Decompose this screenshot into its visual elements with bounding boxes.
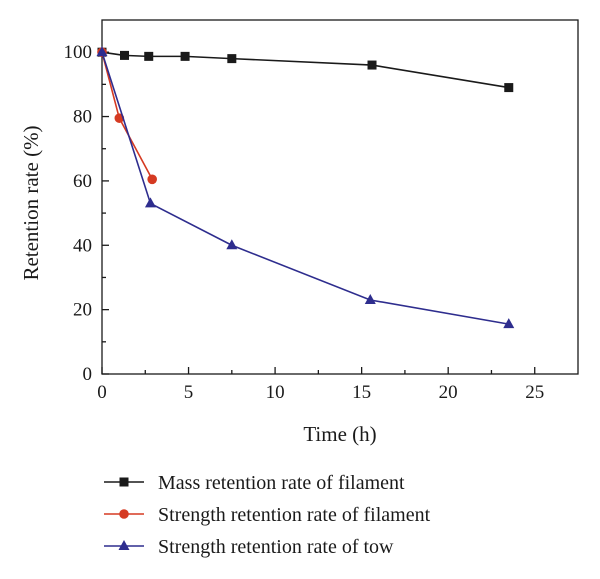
- legend-marker: [119, 477, 129, 487]
- axis-ticks: 0 5 10 15 20 25 0 20 40 60 80 100: [64, 42, 545, 403]
- legend-label: Strength retention rate of filament: [158, 504, 431, 526]
- x-tick-label: 10: [266, 382, 285, 403]
- legend-item: Strength retention rate of tow: [104, 536, 394, 558]
- legend-label: Strength retention rate of tow: [158, 536, 394, 558]
- x-tick-label: 25: [525, 382, 544, 403]
- y-tick-label: 0: [83, 364, 93, 385]
- y-tick-label: 20: [73, 300, 92, 321]
- y-tick-label: 60: [73, 171, 92, 192]
- data-point: [226, 239, 238, 250]
- data-point: [503, 318, 515, 329]
- legend-marker: [118, 540, 130, 550]
- plot-area: [101, 19, 579, 375]
- data-point: [144, 51, 154, 61]
- series-group: [96, 46, 515, 329]
- y-tick-label: 80: [73, 107, 92, 128]
- legend-label: Mass retention rate of filament: [158, 472, 405, 494]
- series-3: [96, 46, 515, 329]
- data-point: [364, 293, 376, 304]
- series-1: [97, 47, 514, 93]
- legend-item: Strength retention rate of filament: [104, 504, 431, 526]
- series-line: [101, 51, 153, 180]
- plot-frame: [101, 19, 579, 375]
- legend: Mass retention rate of filament Strength …: [104, 472, 431, 558]
- data-point: [144, 197, 156, 208]
- x-tick-label: 5: [184, 382, 194, 403]
- x-axis-title: Time (h): [303, 422, 376, 446]
- x-tick-label: 15: [352, 382, 371, 403]
- y-tick-label: 100: [64, 42, 93, 63]
- data-point: [367, 60, 377, 70]
- data-point: [120, 50, 130, 60]
- series-line: [101, 51, 509, 89]
- data-point: [227, 54, 237, 64]
- series-line: [101, 51, 509, 325]
- x-tick-label: 0: [97, 382, 107, 403]
- series-2: [97, 47, 157, 185]
- data-point: [504, 83, 514, 93]
- x-tick-label: 20: [439, 382, 458, 403]
- y-axis-title: Retention rate (%): [19, 125, 43, 280]
- data-point: [96, 46, 108, 57]
- data-point: [180, 51, 190, 61]
- y-tick-label: 40: [73, 235, 92, 256]
- legend-marker: [119, 509, 129, 519]
- data-point: [147, 174, 157, 185]
- legend-item: Mass retention rate of filament: [104, 472, 405, 494]
